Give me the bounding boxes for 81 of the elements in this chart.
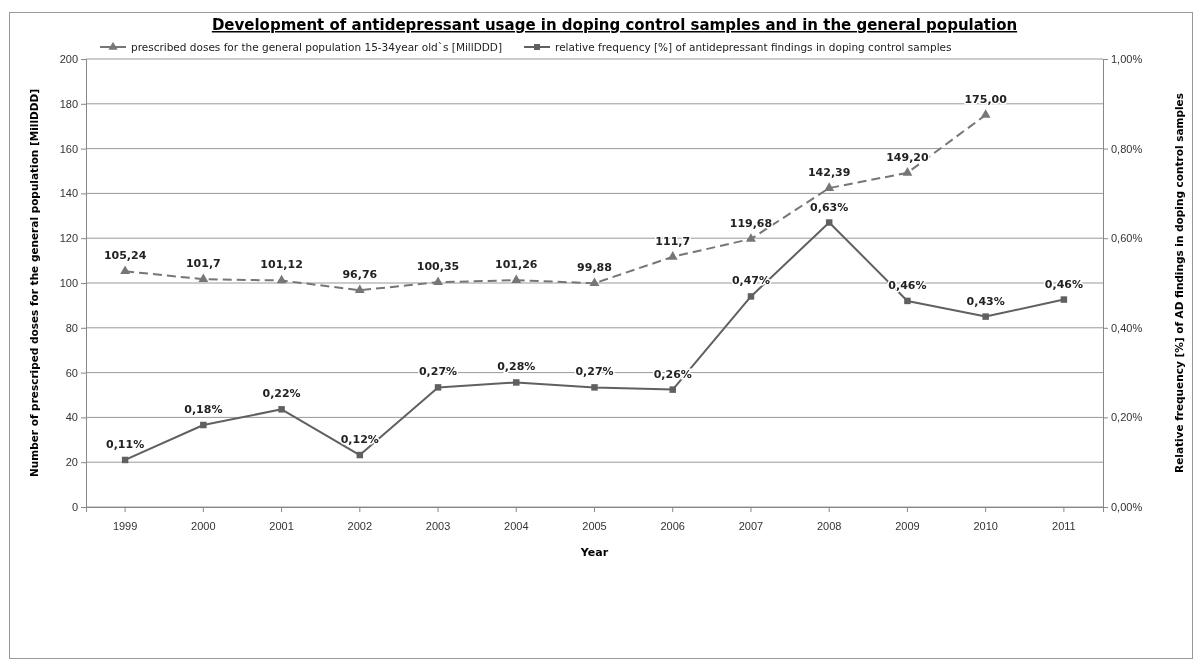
point (513, 379, 520, 386)
x-axis-title: Year (579, 546, 609, 559)
data-label: 119,68 (729, 216, 773, 230)
data-label: 101,26 (495, 258, 538, 272)
x-tick-label: 2001 (269, 519, 294, 532)
point (669, 386, 676, 393)
point (198, 273, 209, 283)
y2-tick-label: 0,00% (1111, 501, 1143, 514)
point (276, 274, 287, 284)
data-label: 111,7 (655, 234, 691, 248)
data-label: 0,63% (810, 200, 849, 214)
data-label: 105,24 (103, 249, 147, 263)
point (825, 219, 833, 226)
y-axis-title: Number of prescriped doses for the general population [MillDDD] (28, 89, 40, 477)
chart-title: Development of antidepressant usage in doping control samples and in the general population (211, 16, 1018, 34)
y-tick-label: 20 (65, 456, 78, 469)
point (433, 276, 443, 286)
data-label: 0,12% (340, 433, 379, 447)
y2-tick-label: 0,40% (1111, 321, 1143, 334)
y2-tick-label: 0,80% (1111, 142, 1143, 155)
x-tick-label: 2000 (191, 519, 216, 532)
point (278, 406, 285, 413)
x-tick-label: 2005 (582, 519, 607, 532)
data-label: 101,7 (185, 257, 221, 271)
y-tick-label: 40 (65, 411, 78, 424)
data-label: 0,18% (184, 403, 223, 417)
point (747, 293, 755, 300)
point (902, 167, 913, 176)
point (589, 277, 600, 287)
point (746, 233, 756, 242)
y-tick-label: 180 (59, 97, 78, 110)
x-tick-label: 2002 (347, 519, 373, 532)
data-label: 0,11% (106, 437, 145, 451)
y-tick-label: 60 (65, 366, 78, 379)
x-tick-label: 2010 (973, 519, 998, 532)
y-tick-label: 120 (59, 232, 78, 245)
data-label: 0,27% (575, 365, 614, 379)
data-label: 96,76 (342, 268, 378, 282)
y2-tick-label: 0,20% (1111, 411, 1143, 424)
data-label: 0,28% (497, 360, 536, 374)
legend-label: prescribed doses for the general population 15-34year old`s [MillDDD] (131, 41, 503, 53)
point (120, 265, 131, 275)
y-tick-label: 140 (59, 187, 78, 200)
data-label: 149,20 (886, 150, 929, 164)
x-tick-label: 2006 (660, 519, 685, 532)
data-label: 100,35 (416, 260, 460, 274)
data-label: 0,46% (1044, 277, 1083, 291)
y-tick-label: 0 (71, 501, 78, 514)
data-label: 99,88 (577, 261, 612, 275)
data-label: 175,00 (964, 93, 1008, 106)
point (434, 384, 442, 391)
data-label: 101,12 (260, 258, 303, 272)
x-tick-label: 1999 (112, 519, 138, 532)
point (667, 251, 678, 260)
y-tick-label: 80 (65, 321, 78, 334)
point (511, 274, 522, 284)
legend-label: relative frequency [%] of antidepressant findings in doping control samples (555, 41, 952, 53)
y-tick-label: 160 (59, 142, 78, 155)
point (1060, 296, 1068, 303)
x-tick-label: 2004 (504, 519, 529, 532)
data-label: 0,27% (418, 365, 458, 379)
data-label: 0,43% (966, 294, 1005, 308)
x-tick-label: 2009 (895, 519, 920, 532)
point (982, 313, 989, 320)
y2-tick-label: 1,00% (1111, 53, 1143, 66)
x-tick-label: 2011 (1052, 519, 1076, 532)
data-label: 0,22% (262, 387, 301, 401)
point (824, 182, 835, 191)
point (980, 109, 991, 118)
point (904, 297, 911, 305)
data-label: 142,39 (807, 166, 851, 180)
y2-axis-title: Relative frequency [%] of AD findings in doping control samples (1173, 93, 1185, 473)
y-tick-label: 200 (59, 53, 78, 66)
y-tick-label: 100 (59, 277, 78, 290)
y2-tick-label: 0,60% (1111, 232, 1143, 245)
point (354, 284, 365, 294)
x-tick-label: 2003 (425, 519, 451, 532)
x-tick-label: 2008 (816, 519, 842, 532)
point (591, 384, 598, 391)
x-tick-label: 2007 (738, 519, 764, 532)
point (200, 421, 207, 429)
